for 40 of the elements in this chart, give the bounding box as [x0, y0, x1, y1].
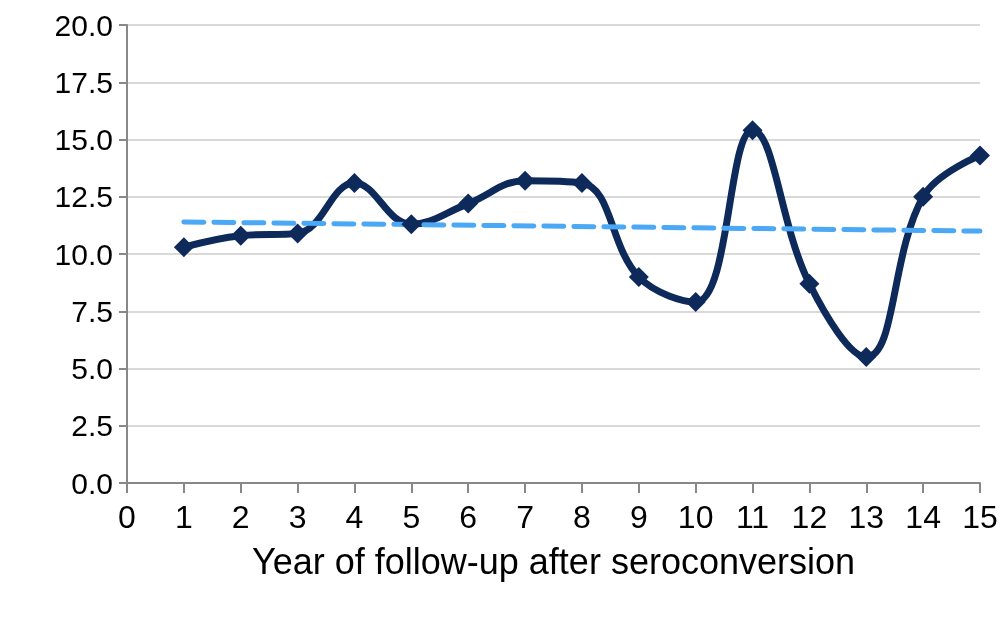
point — [230, 225, 251, 246]
y-tick-label: 17.5 — [54, 65, 113, 99]
y-tick-label: 5.0 — [71, 352, 113, 385]
x-tick-label: 14 — [905, 499, 941, 535]
point — [970, 145, 990, 166]
x-tick-label: 2 — [231, 499, 250, 535]
y-tick-label: 15.0 — [54, 123, 113, 156]
y-tick-label: 2.5 — [71, 409, 113, 443]
x-tick-label: 1 — [174, 499, 193, 535]
x-axis-title: Year of follow-up after seroconversion — [252, 540, 855, 582]
x-tick-label: 6 — [459, 499, 478, 535]
x-tick-label: 3 — [288, 499, 307, 535]
y-tick-label: 0.0 — [71, 466, 113, 500]
x-tick-label: 13 — [848, 499, 885, 535]
point — [856, 347, 877, 368]
point — [742, 120, 763, 141]
y-tick-label: 7.5 — [71, 294, 113, 328]
x-tick-label: 15 — [962, 499, 998, 535]
point — [913, 186, 934, 207]
x-tick-label: 9 — [629, 499, 648, 535]
x-tick-label: 11 — [735, 499, 770, 535]
y-tick-label: 20.0 — [54, 8, 113, 42]
point — [401, 214, 422, 235]
x-tick-label: 5 — [402, 499, 421, 535]
point — [173, 237, 194, 258]
point — [287, 223, 308, 244]
point — [628, 266, 649, 287]
x-tick-label: 7 — [516, 499, 534, 535]
point — [799, 273, 820, 294]
y-tick-label: 10.0 — [54, 237, 113, 271]
x-tick-label: 4 — [345, 499, 364, 535]
y-tick-label: 12.5 — [54, 180, 113, 214]
x-tick-label: 12 — [791, 499, 828, 535]
x-tick-label: 0 — [118, 499, 136, 535]
point — [685, 292, 706, 313]
point — [571, 173, 592, 194]
x-tick-label: 8 — [573, 499, 591, 535]
point — [344, 173, 365, 194]
point — [458, 193, 479, 214]
x-tick-label: 10 — [677, 499, 714, 535]
